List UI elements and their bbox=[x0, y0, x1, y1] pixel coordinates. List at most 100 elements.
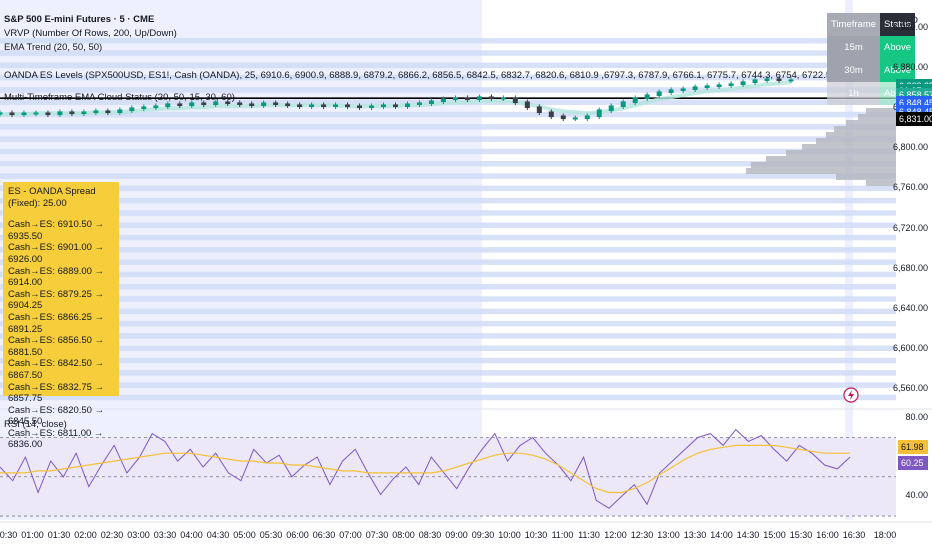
candle-body bbox=[93, 110, 99, 114]
time-tick-label: 03:00 bbox=[127, 530, 150, 540]
time-tick-label: 01:30 bbox=[47, 530, 71, 540]
candle-body bbox=[428, 100, 434, 105]
time-tick-label: 02:30 bbox=[100, 530, 124, 540]
time-tick-label: 04:00 bbox=[180, 530, 203, 540]
time-tick-label: 07:00 bbox=[339, 530, 362, 540]
candle-body bbox=[512, 97, 518, 104]
time-tick-label: 10:00 bbox=[498, 530, 521, 540]
candle-body bbox=[369, 105, 375, 109]
level-band bbox=[0, 173, 896, 179]
candle-body bbox=[644, 94, 650, 100]
rsi-line bbox=[0, 428, 851, 509]
time-tick-label: 14:30 bbox=[736, 530, 760, 540]
mtf-row-tf: 1h bbox=[827, 82, 881, 105]
level-band bbox=[0, 382, 896, 388]
candle-body bbox=[69, 111, 75, 115]
level-band bbox=[0, 222, 896, 228]
spread-line: Cash→ES: 6901.00 → 6926.00 bbox=[8, 242, 105, 265]
candle-body bbox=[129, 107, 135, 112]
candle-body bbox=[704, 85, 710, 89]
level-band bbox=[0, 210, 896, 216]
chart-title[interactable]: S&P 500 E-mini Futures · 5 · CME bbox=[4, 14, 155, 25]
spread-line: Cash→ES: 6910.50 → 6935.50 bbox=[8, 219, 105, 242]
level-band bbox=[0, 247, 896, 253]
volume-profile-bar bbox=[866, 180, 896, 186]
candle-body bbox=[656, 91, 662, 97]
spread-line: Cash→ES: 6842.50 → 6867.50 bbox=[8, 358, 105, 381]
time-tick-label: 07:30 bbox=[365, 530, 389, 540]
candle-body bbox=[261, 102, 267, 107]
level-band bbox=[0, 271, 896, 278]
time-tick-label: 12:00 bbox=[604, 530, 627, 540]
candle-body bbox=[740, 81, 746, 85]
candle-body bbox=[273, 102, 279, 106]
rsi-ma-tag: 61.98 bbox=[898, 440, 928, 455]
volume-profile-bar bbox=[786, 150, 896, 156]
time-tick-label: 14:00 bbox=[710, 530, 733, 540]
time-tick-label: 05:00 bbox=[233, 530, 256, 540]
volume-profile-bar bbox=[802, 144, 896, 150]
time-tick-label: 08:30 bbox=[418, 530, 442, 540]
time-tick-label: 09:00 bbox=[445, 530, 468, 540]
candle-body bbox=[345, 104, 351, 108]
spread-line: Cash→ES: 6856.50 → 6881.50 bbox=[8, 335, 105, 358]
candle-body bbox=[165, 103, 171, 108]
price-tick-label: 6,680.00 bbox=[892, 262, 928, 273]
legend-oanda-levels[interactable]: OANDA ES Levels (SPX500USD, ES1!, Cash (… bbox=[4, 70, 897, 81]
candle-body bbox=[404, 103, 410, 108]
candle-body bbox=[45, 112, 51, 116]
price-tick-label: 6,920.00 bbox=[892, 22, 928, 33]
volume-profile-bar bbox=[751, 162, 896, 168]
time-tick-label: 15:30 bbox=[789, 530, 813, 540]
level-band bbox=[0, 296, 896, 302]
candle-body bbox=[201, 102, 207, 106]
time-tick-label: 00:30 bbox=[0, 530, 18, 540]
time-tick-label: 13:00 bbox=[657, 530, 680, 540]
candle-body bbox=[440, 98, 446, 103]
legend-vrvp[interactable]: VRVP (Number Of Rows, 200, Up/Down) bbox=[4, 28, 177, 39]
mtf-row-status: Above bbox=[880, 59, 915, 82]
level-band bbox=[0, 185, 896, 192]
time-tick-label: 18:00 bbox=[873, 530, 897, 540]
candle-body bbox=[237, 102, 243, 106]
spread-line: Cash→ES: 6811.00 → 6836.00 bbox=[8, 427, 104, 451]
rsi-title[interactable]: RSI (14, close) bbox=[4, 419, 67, 430]
time-tick-label: 11:00 bbox=[551, 530, 574, 540]
level-band bbox=[0, 370, 896, 376]
time-tick-label: 04:30 bbox=[206, 530, 230, 540]
volume-profile-bar bbox=[746, 168, 896, 174]
time-tick-label: 03:30 bbox=[153, 530, 177, 540]
spread-line: Cash→ES: 6889.00 → 6914.00 bbox=[8, 265, 105, 289]
candle-body bbox=[333, 104, 339, 108]
price-tick-label: 6,880.00 bbox=[892, 62, 928, 73]
legend-ema-trend[interactable]: EMA Trend (20, 50, 50) bbox=[4, 42, 103, 53]
price-tag: 6,831.00 bbox=[896, 112, 932, 127]
level-band bbox=[0, 320, 896, 327]
candle-body bbox=[500, 97, 506, 100]
legend-mtf-cloud[interactable]: Multi-Timeframe EMA Cloud Status (20, 50… bbox=[4, 92, 235, 103]
candle-body bbox=[297, 104, 303, 108]
volume-profile-bar bbox=[816, 138, 896, 144]
time-tick-label: 02:00 bbox=[74, 530, 97, 540]
level-band bbox=[0, 259, 896, 265]
candle-body bbox=[536, 106, 542, 114]
candle-body bbox=[680, 88, 686, 92]
level-band bbox=[0, 50, 896, 56]
volume-profile-bar bbox=[826, 132, 896, 138]
price-tick-label: 6,720.00 bbox=[892, 222, 928, 233]
time-tick-label: 16:30 bbox=[842, 530, 866, 540]
level-band bbox=[0, 234, 896, 241]
candle-body bbox=[81, 111, 87, 115]
time-tick-label: 11:30 bbox=[578, 530, 600, 540]
level-band bbox=[0, 345, 896, 351]
mtf-row-tf: 15m bbox=[827, 36, 881, 59]
rsi-tick-label: 40.00 bbox=[905, 490, 928, 501]
time-tick-label: 13:30 bbox=[683, 530, 707, 540]
candle-body bbox=[213, 101, 219, 106]
spread-line: Cash→ES: 6820.50 → 6845.50 bbox=[8, 404, 105, 428]
level-band bbox=[0, 111, 896, 118]
volume-profile-bar bbox=[866, 108, 896, 114]
mtf-row-status: Above bbox=[880, 36, 915, 59]
